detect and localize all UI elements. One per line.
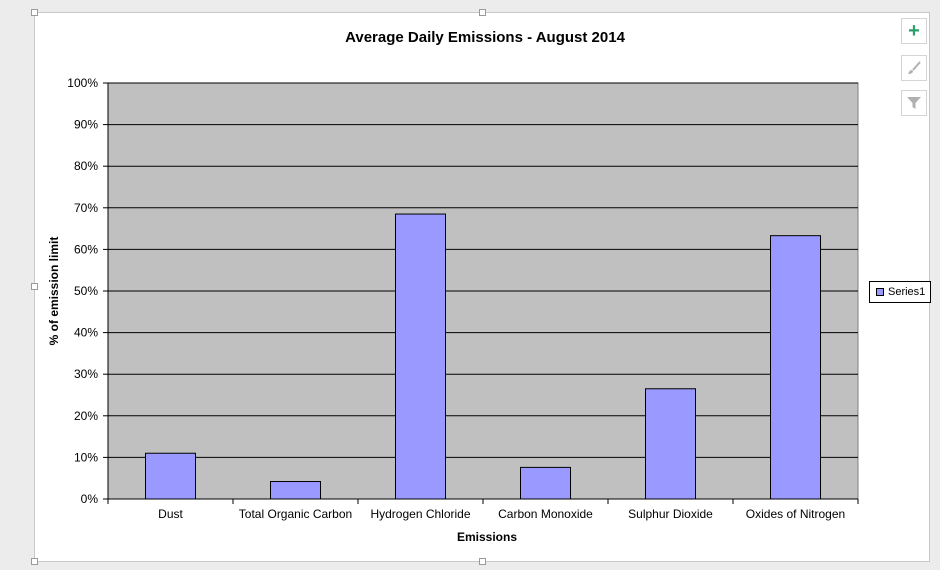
resize-handle-top-center[interactable] (479, 9, 486, 16)
axes: 0% 10% 20% 30% 40% 50% 60% 70% 80% 90% 100% Dust Tot… (67, 76, 859, 521)
resize-handle-bottom-left[interactable] (31, 558, 38, 565)
y-tick-label: 80% (74, 159, 98, 173)
bar[interactable] (270, 481, 321, 500)
y-tick-label: 100% (67, 76, 98, 90)
legend-series-name: Series1 (888, 286, 926, 298)
paintbrush-icon (908, 61, 921, 74)
x-tick-label: Carbon Monoxide (498, 507, 593, 521)
x-axis-label: Emissions (457, 530, 517, 544)
chart-elements-button[interactable]: + (901, 18, 927, 44)
chart-styles-button[interactable] (901, 55, 927, 81)
filter-icon (907, 97, 921, 109)
resize-handle-left-middle[interactable] (31, 283, 38, 290)
bar[interactable] (770, 235, 821, 500)
x-tick-label: Oxides of Nitrogen (746, 507, 845, 521)
resize-handle-top-left[interactable] (31, 9, 38, 16)
y-tick-label: 50% (74, 284, 98, 298)
y-tick-label: 90% (74, 118, 98, 132)
x-tick-label: Sulphur Dioxide (628, 507, 713, 521)
y-axis-label: % of emission limit (47, 237, 61, 346)
y-tick-label: 10% (74, 450, 98, 464)
x-tick-label: Total Organic Carbon (239, 507, 352, 521)
bar[interactable] (145, 452, 196, 500)
y-tick-label: 30% (74, 367, 98, 381)
bar[interactable] (520, 466, 571, 500)
plus-icon: + (908, 20, 920, 42)
bar[interactable] (395, 213, 446, 500)
resize-handle-bottom-center[interactable] (479, 558, 486, 565)
chart-filters-button[interactable] (901, 90, 927, 116)
y-tick-label: 40% (74, 326, 98, 340)
x-tick-label: Hydrogen Chloride (370, 507, 470, 521)
legend[interactable]: Series1 (869, 281, 931, 303)
bar[interactable] (645, 388, 696, 500)
x-tick-label: Dust (158, 507, 183, 521)
y-tick-label: 70% (74, 201, 98, 215)
y-tick-label: 20% (74, 409, 98, 423)
y-tick-label: 60% (74, 242, 98, 256)
gridlines (108, 82, 858, 458)
bars (145, 213, 821, 500)
y-tick-label: 0% (81, 492, 99, 506)
legend-swatch (876, 288, 884, 296)
chart-title: Average Daily Emissions - August 2014 (345, 29, 625, 46)
